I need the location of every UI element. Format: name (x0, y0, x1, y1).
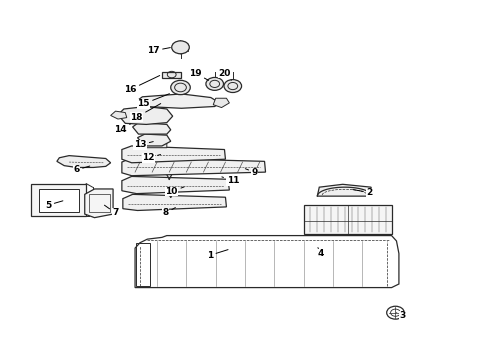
Polygon shape (123, 194, 226, 211)
Polygon shape (133, 123, 171, 134)
Polygon shape (122, 146, 225, 163)
Polygon shape (57, 156, 111, 167)
Text: 3: 3 (397, 311, 406, 320)
Polygon shape (111, 111, 127, 119)
Polygon shape (39, 189, 79, 212)
Text: 13: 13 (134, 140, 153, 149)
Text: 7: 7 (104, 205, 119, 217)
Circle shape (224, 80, 242, 93)
Polygon shape (118, 107, 172, 125)
Polygon shape (138, 134, 171, 146)
Circle shape (206, 77, 223, 90)
Text: 1: 1 (207, 249, 228, 260)
Polygon shape (122, 176, 229, 194)
Text: 8: 8 (163, 208, 175, 217)
Polygon shape (213, 98, 229, 108)
Circle shape (172, 41, 189, 54)
Text: 12: 12 (142, 153, 161, 162)
Polygon shape (138, 94, 220, 108)
Text: 16: 16 (124, 76, 160, 94)
Text: 18: 18 (130, 104, 161, 122)
Text: 19: 19 (189, 69, 209, 80)
Circle shape (171, 80, 190, 95)
Polygon shape (85, 189, 113, 218)
Text: 10: 10 (166, 187, 184, 196)
Polygon shape (318, 184, 372, 196)
Text: 6: 6 (74, 166, 90, 175)
Text: 9: 9 (245, 168, 258, 177)
Text: 5: 5 (45, 201, 63, 210)
Text: 11: 11 (222, 176, 239, 185)
Polygon shape (304, 205, 392, 234)
Polygon shape (122, 158, 266, 176)
Text: 20: 20 (218, 69, 231, 80)
Text: 14: 14 (114, 124, 130, 134)
Text: 15: 15 (137, 94, 170, 108)
Text: 2: 2 (353, 188, 373, 197)
Polygon shape (31, 184, 86, 216)
Polygon shape (162, 72, 180, 78)
Text: 4: 4 (318, 248, 324, 258)
Polygon shape (143, 140, 167, 148)
Text: 17: 17 (147, 46, 171, 55)
